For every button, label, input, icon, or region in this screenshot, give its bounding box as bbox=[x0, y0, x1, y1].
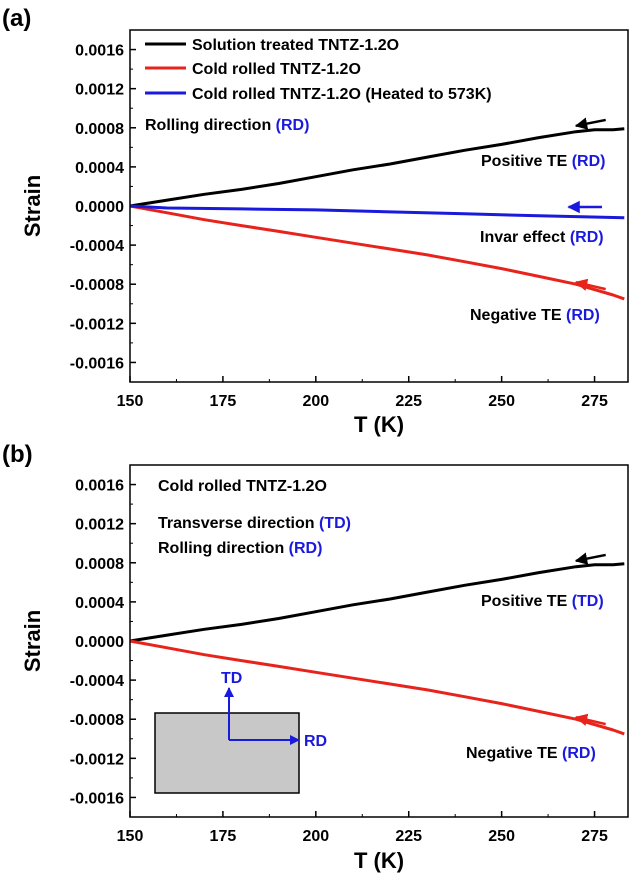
panel-a: (a) 150 175 200 225 250 275 0.0016 0.0012 0.0008… bbox=[2, 5, 629, 437]
x-tick-label: 175 bbox=[210, 828, 237, 845]
annotation-negative-te-b-suffix: (RD) bbox=[562, 745, 596, 762]
y-tick-label: 0.0012 bbox=[75, 82, 124, 99]
y-axis-title-a: Strain bbox=[20, 175, 45, 237]
series-line-black-a bbox=[129, 127, 625, 208]
x-tick-label: 225 bbox=[395, 828, 422, 845]
panel-b-label: (b) bbox=[2, 441, 33, 468]
annotation-positive-te-a: Positive TE (RD) bbox=[481, 153, 605, 170]
annotation-rolling-direction-a: Rolling direction (RD) bbox=[145, 117, 309, 134]
annotation-sample-b: Cold rolled TNTZ-1.2O bbox=[158, 478, 327, 495]
annotation-invar-effect-prefix: Invar effect bbox=[480, 229, 570, 246]
plot-a-area: 150 175 200 225 250 275 0.0016 0.0012 0.0008 0.00… bbox=[70, 29, 625, 410]
annotation-negative-te-b-prefix: Negative TE bbox=[466, 745, 562, 762]
annotation-transverse-direction-prefix: Transverse direction bbox=[158, 515, 319, 532]
annotation-positive-te-a-suffix: (RD) bbox=[572, 153, 606, 170]
y-tick-label: 0.0016 bbox=[75, 43, 124, 60]
y-tick-label: -0.0016 bbox=[70, 355, 124, 372]
y-tick-label: -0.0012 bbox=[70, 751, 124, 768]
x-axis-title-a: T (K) bbox=[354, 412, 404, 437]
y-tick-label: -0.0004 bbox=[70, 673, 124, 690]
annotation-positive-te-a-prefix: Positive TE bbox=[481, 153, 572, 170]
annotation-rolling-direction-b: Rolling direction (RD) bbox=[158, 540, 322, 557]
inset-td-label: TD bbox=[221, 670, 242, 687]
annotation-rolling-direction-b-suffix: (RD) bbox=[289, 540, 323, 557]
x-tick-label: 200 bbox=[302, 828, 329, 845]
direction-arrow-black-b bbox=[574, 552, 606, 565]
annotation-rolling-direction-a-prefix: Rolling direction bbox=[145, 117, 276, 134]
plot-a-frame bbox=[129, 29, 629, 383]
x-axis-title-b: T (K) bbox=[354, 848, 404, 873]
inset-rd-label: RD bbox=[304, 733, 327, 750]
legend-label-heated: Cold rolled TNTZ-1.2O (Heated to 573K) bbox=[192, 86, 492, 103]
annotation-positive-te-b-prefix: Positive TE bbox=[481, 593, 572, 610]
y-tick-label: 0.0008 bbox=[75, 121, 124, 138]
x-tick-label: 275 bbox=[581, 393, 608, 410]
direction-arrow-red-a bbox=[574, 278, 606, 291]
series-line-blue-a bbox=[129, 204, 625, 220]
panel-a-label: (a) bbox=[2, 5, 31, 32]
y-tick-label: 0.0000 bbox=[75, 634, 124, 651]
y-tick-label: -0.0004 bbox=[70, 238, 124, 255]
x-tick-label: 275 bbox=[581, 828, 608, 845]
annotation-negative-te-a: Negative TE (RD) bbox=[470, 307, 600, 324]
annotation-negative-te-a-prefix: Negative TE bbox=[470, 307, 566, 324]
y-tick-label: -0.0016 bbox=[70, 790, 124, 807]
annotation-negative-te-a-suffix: (RD) bbox=[566, 307, 600, 324]
annotation-positive-te-b-suffix: (TD) bbox=[572, 593, 604, 610]
inset-sheet-diagram: TD RD bbox=[154, 670, 327, 794]
plot-b-frame bbox=[129, 464, 629, 818]
annotation-transverse-direction: Transverse direction (TD) bbox=[158, 515, 351, 532]
legend-label-solution-treated: Solution treated TNTZ-1.2O bbox=[192, 37, 399, 54]
plot-b-area: 150 175 200 225 250 275 0.0016 0.0012 0.0008 0.00… bbox=[70, 464, 625, 845]
x-tick-label: 150 bbox=[117, 828, 144, 845]
annotation-positive-te-b: Positive TE (TD) bbox=[481, 593, 604, 610]
direction-arrow-black-a bbox=[574, 117, 606, 130]
annotation-rolling-direction-a-suffix: (RD) bbox=[276, 117, 310, 134]
x-tick-label: 200 bbox=[302, 393, 329, 410]
direction-arrow-red-b bbox=[574, 713, 606, 726]
y-tick-label: 0.0012 bbox=[75, 517, 124, 534]
y-tick-label: 0.0004 bbox=[75, 595, 124, 612]
series-line-black-b bbox=[129, 562, 625, 643]
legend-a: Solution treated TNTZ-1.2O Cold rolled T… bbox=[145, 37, 492, 103]
y-tick-label: 0.0004 bbox=[75, 160, 124, 177]
y-tick-label: -0.0012 bbox=[70, 316, 124, 333]
x-tick-label: 250 bbox=[488, 393, 515, 410]
panel-b: (b) 150 175 200 225 250 275 0.0016 0.0012 0.0008… bbox=[2, 441, 629, 873]
y-tick-label: -0.0008 bbox=[70, 277, 124, 294]
y-tick-label: 0.0008 bbox=[75, 556, 124, 573]
legend-label-cold-rolled: Cold rolled TNTZ-1.2O bbox=[192, 61, 361, 78]
annotation-invar-effect-suffix: (RD) bbox=[570, 229, 604, 246]
series-line-red-b bbox=[129, 639, 625, 736]
x-tick-label: 175 bbox=[210, 393, 237, 410]
x-tick-label: 250 bbox=[488, 828, 515, 845]
y-axis-title-b: Strain bbox=[20, 610, 45, 672]
inset-sheet-rect bbox=[154, 712, 300, 794]
x-tick-label: 150 bbox=[117, 393, 144, 410]
annotation-rolling-direction-b-prefix: Rolling direction bbox=[158, 540, 289, 557]
annotation-invar-effect: Invar effect (RD) bbox=[480, 229, 604, 246]
annotation-negative-te-b: Negative TE (RD) bbox=[466, 745, 596, 762]
series-line-red-a bbox=[129, 204, 625, 301]
y-tick-label: -0.0008 bbox=[70, 712, 124, 729]
y-tick-label: 0.0000 bbox=[75, 199, 124, 216]
annotation-transverse-direction-suffix: (TD) bbox=[319, 515, 351, 532]
x-tick-label: 225 bbox=[395, 393, 422, 410]
y-tick-label: 0.0016 bbox=[75, 478, 124, 495]
